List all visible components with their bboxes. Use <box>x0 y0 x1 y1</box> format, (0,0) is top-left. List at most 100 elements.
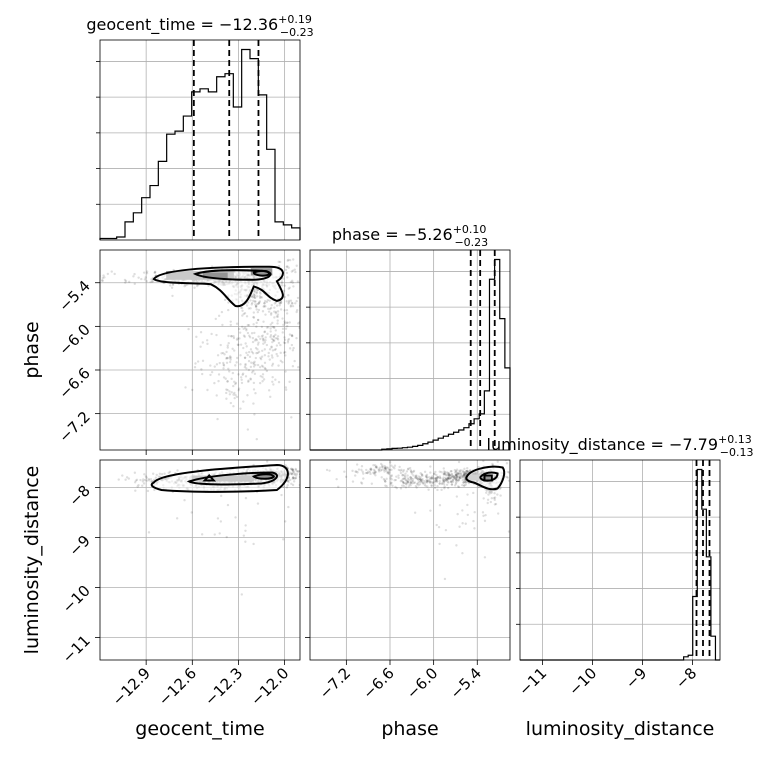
sample-point <box>261 375 264 379</box>
sample-point <box>435 476 438 480</box>
sample-point <box>292 285 295 288</box>
sample-point <box>473 527 476 530</box>
sample-point <box>234 382 237 386</box>
sample-point <box>454 473 458 477</box>
contour-level-1 <box>186 471 278 486</box>
sample-point <box>148 479 151 482</box>
sample-point <box>226 357 229 360</box>
title-text: luminosity_distance = −7.79 <box>487 435 718 455</box>
sample-point <box>252 402 255 405</box>
sample-point <box>483 556 487 559</box>
sample-point <box>493 491 496 495</box>
sample-point <box>233 380 236 384</box>
sample-point <box>400 479 404 482</box>
sample-point <box>222 363 225 366</box>
sample-point <box>429 481 432 485</box>
sample-point <box>252 542 255 546</box>
sample-point <box>446 478 449 482</box>
sample-point <box>283 321 287 325</box>
sample-point <box>441 479 445 483</box>
sample-point <box>447 472 451 475</box>
sample-point <box>440 488 443 492</box>
sample-point <box>406 481 410 484</box>
sample-point <box>288 347 292 350</box>
title-geocent_time: geocent_time = −12.36+0.19 −0.23 <box>86 13 313 39</box>
sample-point <box>449 477 452 480</box>
sample-point <box>462 474 465 478</box>
sample-point <box>250 295 253 298</box>
sample-point <box>243 365 247 369</box>
sample-point <box>482 514 485 518</box>
sample-point <box>434 479 438 482</box>
sample-point <box>249 307 252 310</box>
sample-point <box>448 477 451 480</box>
sample-point <box>328 467 330 469</box>
sample-point <box>271 356 274 359</box>
sample-point <box>125 476 129 479</box>
sample-point <box>207 284 210 287</box>
sample-point <box>168 470 172 473</box>
sample-point <box>259 292 262 295</box>
sample-point <box>458 475 461 479</box>
sample-point <box>409 469 412 472</box>
sample-point <box>369 467 373 470</box>
sample-point <box>445 471 449 474</box>
sample-point <box>449 476 453 480</box>
sample-point <box>404 476 407 480</box>
sample-point <box>462 481 466 484</box>
sample-point <box>390 478 393 481</box>
sample-point <box>375 465 378 468</box>
sample-point <box>213 453 215 455</box>
sample-point <box>484 513 487 517</box>
sample-point <box>237 373 240 376</box>
xtick-label-geocent_time: −12.9 <box>109 664 154 709</box>
sample-point <box>124 281 127 284</box>
sample-point <box>294 476 298 480</box>
sample-point <box>271 380 274 383</box>
sample-point <box>438 476 441 480</box>
sample-point <box>461 475 465 478</box>
sample-point <box>421 474 424 477</box>
sample-point <box>461 483 464 487</box>
sample-point <box>464 471 468 475</box>
sample-point <box>230 335 233 338</box>
axes-frame <box>99 249 301 451</box>
sample-point <box>273 310 276 313</box>
sample-point <box>217 314 221 318</box>
sample-point <box>386 470 389 473</box>
sample-point <box>357 468 361 471</box>
sample-point <box>258 294 262 298</box>
sample-point <box>355 463 359 466</box>
sample-point <box>443 487 446 490</box>
axes-frame-geocent_time <box>99 39 301 241</box>
sample-point <box>252 292 255 296</box>
sample-point <box>145 280 148 283</box>
sample-point <box>258 291 262 294</box>
sample-point <box>291 468 295 471</box>
sample-point <box>248 336 252 339</box>
sample-point <box>251 352 255 355</box>
sample-point <box>284 464 287 467</box>
sample-point <box>446 477 450 480</box>
sample-point <box>288 258 292 262</box>
sample-point <box>225 535 228 539</box>
sample-point <box>151 280 154 283</box>
sample-point <box>472 491 475 495</box>
sample-point <box>409 476 412 479</box>
sample-point <box>271 321 274 325</box>
sample-point <box>261 380 264 383</box>
sample-point <box>239 363 242 366</box>
sample-point <box>421 477 424 481</box>
sample-point <box>436 488 439 492</box>
sample-point <box>282 485 285 488</box>
sample-point <box>215 394 218 397</box>
sample-point <box>442 473 446 476</box>
sample-point <box>256 348 259 351</box>
sample-point <box>486 498 490 502</box>
sample-point <box>284 370 287 373</box>
sample-point <box>457 485 461 489</box>
sample-point <box>455 473 458 477</box>
sample-point <box>213 365 216 368</box>
sample-point <box>293 359 296 363</box>
xlabel-geocent_time: geocent_time <box>135 718 264 740</box>
